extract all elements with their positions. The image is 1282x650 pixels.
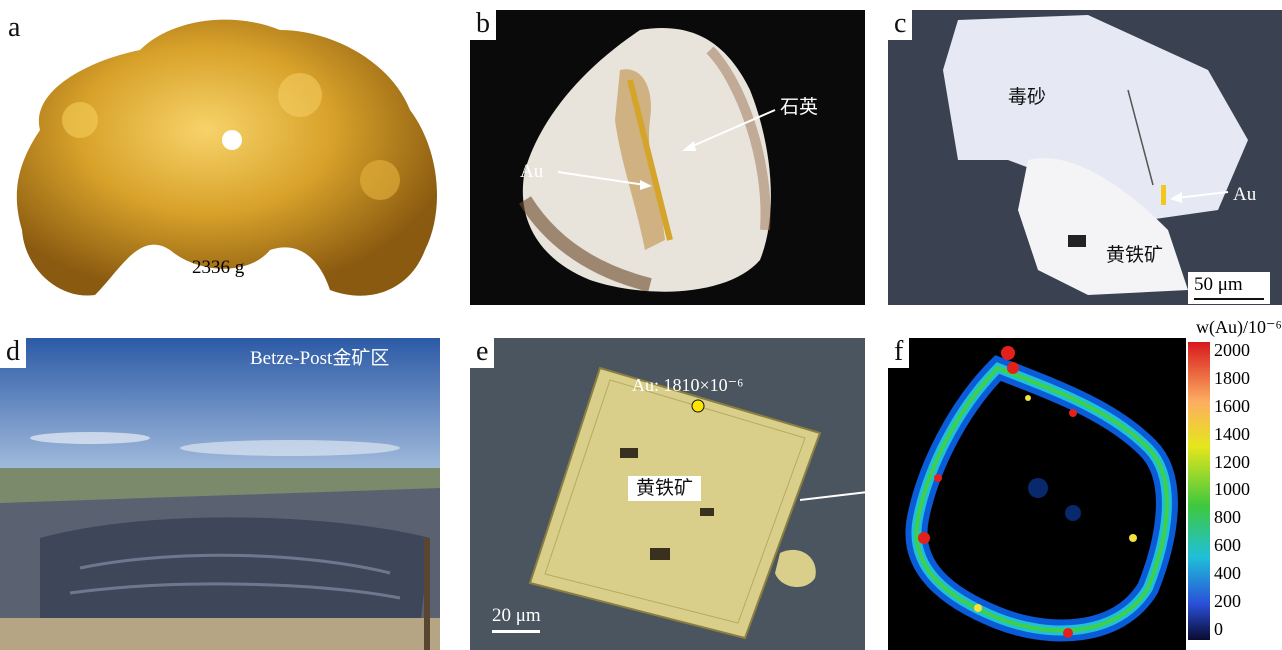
scale-bar-c: 50 μm xyxy=(1188,272,1270,304)
scale-bar-c-line xyxy=(1194,298,1264,300)
colorbar-tick: 400 xyxy=(1214,563,1241,584)
arsenopyrite-pyrite-image xyxy=(943,15,1248,295)
colorbar-tick: 200 xyxy=(1214,591,1241,612)
colorbar-tick: 1200 xyxy=(1214,451,1250,472)
scale-bar-e-line xyxy=(492,630,540,633)
mine-name-label: Betze-Post金矿区 xyxy=(250,348,390,369)
scale-bar-e-label: 20 μm xyxy=(492,605,541,626)
colorbar-ticks: 2000 1800 1600 1400 1200 1000 800 600 40… xyxy=(1214,340,1250,640)
panel-label-a: a xyxy=(8,12,21,43)
panel-label-e: e xyxy=(470,338,495,368)
panel-e-pyrite-crystal: e Au: 1810×10⁻⁶ 黄铁矿 20 μm xyxy=(470,338,865,650)
au-heatmap-image xyxy=(905,346,1178,642)
nugget-mass-label: 2336 g xyxy=(192,257,245,278)
colorbar-title: w(Au)/10⁻⁶ xyxy=(1196,317,1282,337)
panel-b-quartz-vein: b 石英 Au xyxy=(470,10,865,305)
colorbar-tick: 0 xyxy=(1214,618,1223,639)
colorbar-tick: 1400 xyxy=(1214,423,1250,444)
panel-c-micrograph: c 毒砂 Au 黄铁矿 50 μm xyxy=(888,10,1282,305)
panel-d-open-pit: d Betze-Post金矿区 xyxy=(0,338,440,650)
scale-bar-c-label: 50 μm xyxy=(1194,274,1243,295)
au-concentration-label: Au: 1810×10⁻⁶ xyxy=(632,375,744,395)
annotation-arrow-c xyxy=(1170,191,1229,203)
gold-nugget-image xyxy=(16,19,438,296)
colorbar-tick: 1000 xyxy=(1214,479,1250,500)
quartz-label: 石英 xyxy=(780,97,819,118)
annotation-arrows-b xyxy=(557,109,776,190)
quartz-specimen-image xyxy=(519,28,771,292)
panel-a-gold-nugget: 2336 g xyxy=(0,0,450,310)
panel-label-b: b xyxy=(470,10,496,40)
pyrite-label-e: 黄铁矿 xyxy=(628,476,702,501)
colorbar-tick: 2000 xyxy=(1214,340,1250,360)
panel-label-f: f xyxy=(888,338,910,368)
colorbar-tick: 800 xyxy=(1214,507,1241,528)
colorbar-tick: 1800 xyxy=(1214,367,1250,388)
au-label-c: Au xyxy=(1233,184,1257,205)
colorbar-tick: 1600 xyxy=(1214,395,1250,416)
colorbar xyxy=(1188,342,1210,640)
open-pit-image xyxy=(0,338,440,650)
colorbar-tick: 600 xyxy=(1214,535,1241,556)
panel-label-c: c xyxy=(888,10,913,40)
au-label-b: Au xyxy=(520,161,544,182)
panel-label-d: d xyxy=(0,338,26,368)
pyrite-label-c: 黄铁矿 xyxy=(1106,245,1164,266)
arsenopyrite-label: 毒砂 xyxy=(1008,87,1047,108)
panel-f-au-map: f xyxy=(888,338,1186,650)
